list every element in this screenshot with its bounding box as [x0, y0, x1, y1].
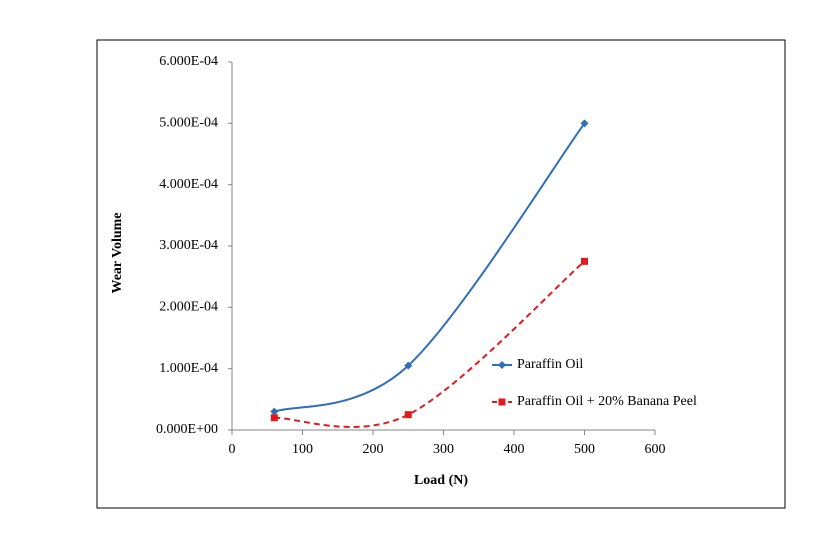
x-tick-label: 0: [229, 442, 236, 457]
y-axis-title: Wear Volume: [110, 212, 125, 293]
x-tick-label: 100: [292, 442, 313, 457]
legend-marker: [498, 398, 506, 406]
y-tick-label: 0.000E+00: [156, 422, 218, 437]
data-point: [581, 257, 588, 265]
legend-label: Paraffin Oil + 20% Banana Peel: [517, 394, 697, 409]
x-axis-title: Load (N): [414, 473, 468, 488]
x-tick-label: 300: [433, 442, 454, 457]
chart-frame: [96, 39, 786, 509]
series-line: [273, 122, 586, 413]
y-tick-label: 3.000E-04: [159, 238, 218, 253]
data-point: [270, 407, 279, 416]
legend-marker: [498, 361, 506, 369]
x-tick-label: 500: [574, 442, 595, 457]
y-tick-label: 5.000E-04: [159, 116, 218, 131]
y-tick-label: 1.000E-04: [159, 361, 218, 376]
data-point: [270, 414, 278, 422]
x-tick-label: 600: [645, 442, 666, 457]
y-tick-label: 4.000E-04: [159, 177, 218, 192]
y-tick-label: 6.000E-04: [159, 54, 218, 69]
legend-label: Paraffin Oil: [517, 357, 583, 372]
data-point: [580, 119, 589, 128]
data-point: [404, 361, 413, 370]
x-tick-label: 200: [363, 442, 384, 457]
data-point: [404, 411, 412, 419]
x-tick-label: 400: [504, 442, 525, 457]
y-tick-label: 2.000E-04: [159, 300, 218, 315]
series-line: [274, 260, 586, 428]
